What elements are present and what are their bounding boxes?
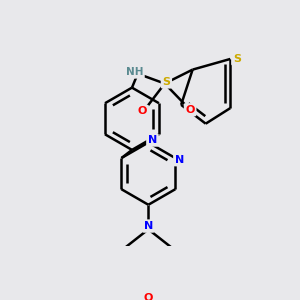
Text: S: S [233,54,241,64]
Text: O: O [138,106,147,116]
Text: O: O [144,293,153,300]
Text: N: N [148,135,157,145]
Text: NH: NH [126,67,143,77]
Text: O: O [185,105,195,115]
Text: N: N [144,221,153,231]
Text: S: S [162,77,170,87]
Text: N: N [175,155,184,165]
